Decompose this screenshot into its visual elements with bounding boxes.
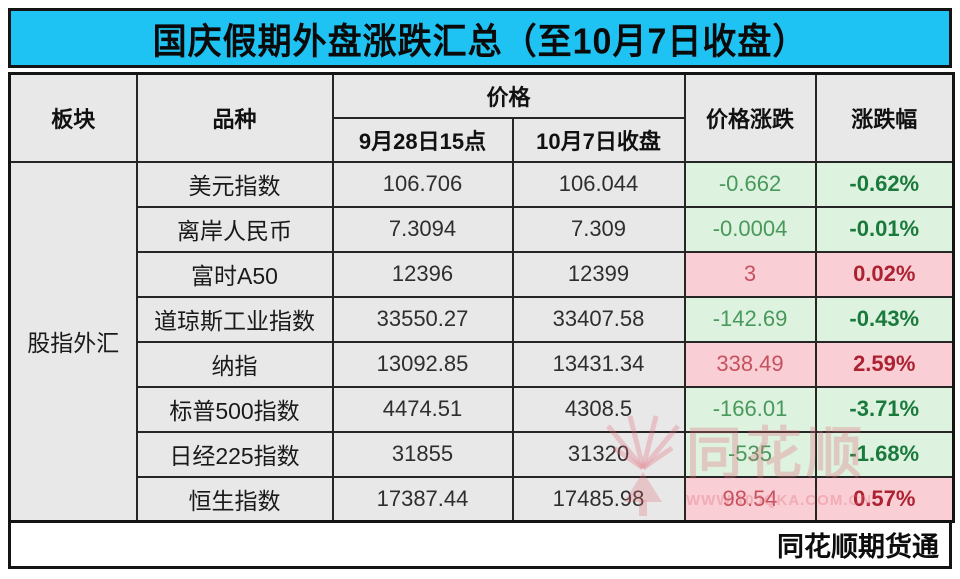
variety-cell: 纳指 — [135, 340, 334, 388]
pct-cell: -1.68% — [814, 430, 955, 478]
header-pct: 涨跌幅 — [814, 72, 955, 163]
price2-cell: 4308.5 — [511, 385, 686, 433]
price1-cell: 33550.27 — [331, 295, 514, 343]
sector-cell: 股指外汇 — [8, 160, 138, 523]
change-cell: -142.69 — [683, 295, 817, 343]
change-cell: 3 — [683, 250, 817, 298]
table-row: 标普500指数 4474.51 4308.5 -166.01 -3.71% — [10, 385, 955, 433]
pct-cell: -0.01% — [814, 205, 955, 253]
price2-cell: 106.044 — [511, 160, 686, 208]
pct-cell: 0.57% — [814, 475, 955, 523]
variety-cell: 恒生指数 — [135, 475, 334, 523]
price1-cell: 7.3094 — [331, 205, 514, 253]
variety-cell: 富时A50 — [135, 250, 334, 298]
table-row: 纳指 13092.85 13431.34 338.49 2.59% — [10, 340, 955, 388]
price2-cell: 7.309 — [511, 205, 686, 253]
price1-cell: 17387.44 — [331, 475, 514, 523]
table-body: 股指外汇 美元指数 106.706 106.044 -0.662 -0.62% … — [8, 160, 955, 523]
price1-cell: 13092.85 — [331, 340, 514, 388]
price1-cell: 31855 — [331, 430, 514, 478]
price1-cell: 106.706 — [331, 160, 514, 208]
price2-cell: 13431.34 — [511, 340, 686, 388]
pct-cell: 2.59% — [814, 340, 955, 388]
header-variety: 品种 — [135, 72, 334, 163]
change-cell: 98.54 — [683, 475, 817, 523]
price1-cell: 4474.51 — [331, 385, 514, 433]
header-price2: 10月7日收盘 — [511, 116, 686, 163]
header-row-2: 9月28日15点 10月7日收盘 — [10, 116, 954, 163]
pct-cell: -3.71% — [814, 385, 955, 433]
change-cell: -535 — [683, 430, 817, 478]
table-row: 离岸人民币 7.3094 7.309 -0.0004 -0.01% — [10, 205, 955, 253]
change-cell: -166.01 — [683, 385, 817, 433]
pct-cell: -0.62% — [814, 160, 955, 208]
header-change: 价格涨跌 — [683, 72, 817, 163]
variety-cell: 美元指数 — [135, 160, 334, 208]
variety-cell: 道琼斯工业指数 — [135, 295, 334, 343]
table-row: 恒生指数 17387.44 17485.98 98.54 0.57% — [10, 475, 955, 523]
page-title: 国庆假期外盘涨跌汇总（至10月7日收盘） — [152, 21, 808, 62]
table-row: 富时A50 12396 12399 3 0.02% — [10, 250, 955, 298]
change-cell: 338.49 — [683, 340, 817, 388]
price2-cell: 31320 — [511, 430, 686, 478]
pct-cell: -0.43% — [814, 295, 955, 343]
change-cell: -0.662 — [683, 160, 817, 208]
header-row-1: 板块 品种 价格 价格涨跌 涨跌幅 — [8, 72, 955, 163]
price1-cell: 12396 — [331, 250, 514, 298]
header-price-group: 价格 — [331, 72, 686, 119]
brand-label: 同花顺期货通 — [777, 532, 939, 562]
variety-cell: 标普500指数 — [135, 385, 334, 433]
title-bar: 国庆假期外盘涨跌汇总（至10月7日收盘） — [8, 8, 952, 68]
price2-cell: 12399 — [511, 250, 686, 298]
table-header: 板块 品种 价格 价格涨跌 涨跌幅 9月28日15点 10月7日收盘 — [8, 72, 955, 163]
table-row: 股指外汇 美元指数 106.706 106.044 -0.662 -0.62% — [8, 160, 955, 523]
market-summary-table: 板块 品种 价格 价格涨跌 涨跌幅 9月28日15点 10月7日收盘 股指外汇 … — [8, 72, 956, 523]
change-cell: -0.0004 — [683, 205, 817, 253]
table-row: 日经225指数 31855 31320 -535 -1.68% — [10, 430, 955, 478]
price2-cell: 17485.98 — [511, 475, 686, 523]
variety-cell: 日经225指数 — [135, 430, 334, 478]
header-sector: 板块 — [8, 72, 138, 163]
pct-cell: 0.02% — [814, 250, 955, 298]
footer-bar: 同花顺期货通 — [8, 523, 952, 569]
header-price1: 9月28日15点 — [331, 116, 514, 163]
variety-cell: 离岸人民币 — [135, 205, 334, 253]
price2-cell: 33407.58 — [511, 295, 686, 343]
table-row: 道琼斯工业指数 33550.27 33407.58 -142.69 -0.43% — [10, 295, 955, 343]
